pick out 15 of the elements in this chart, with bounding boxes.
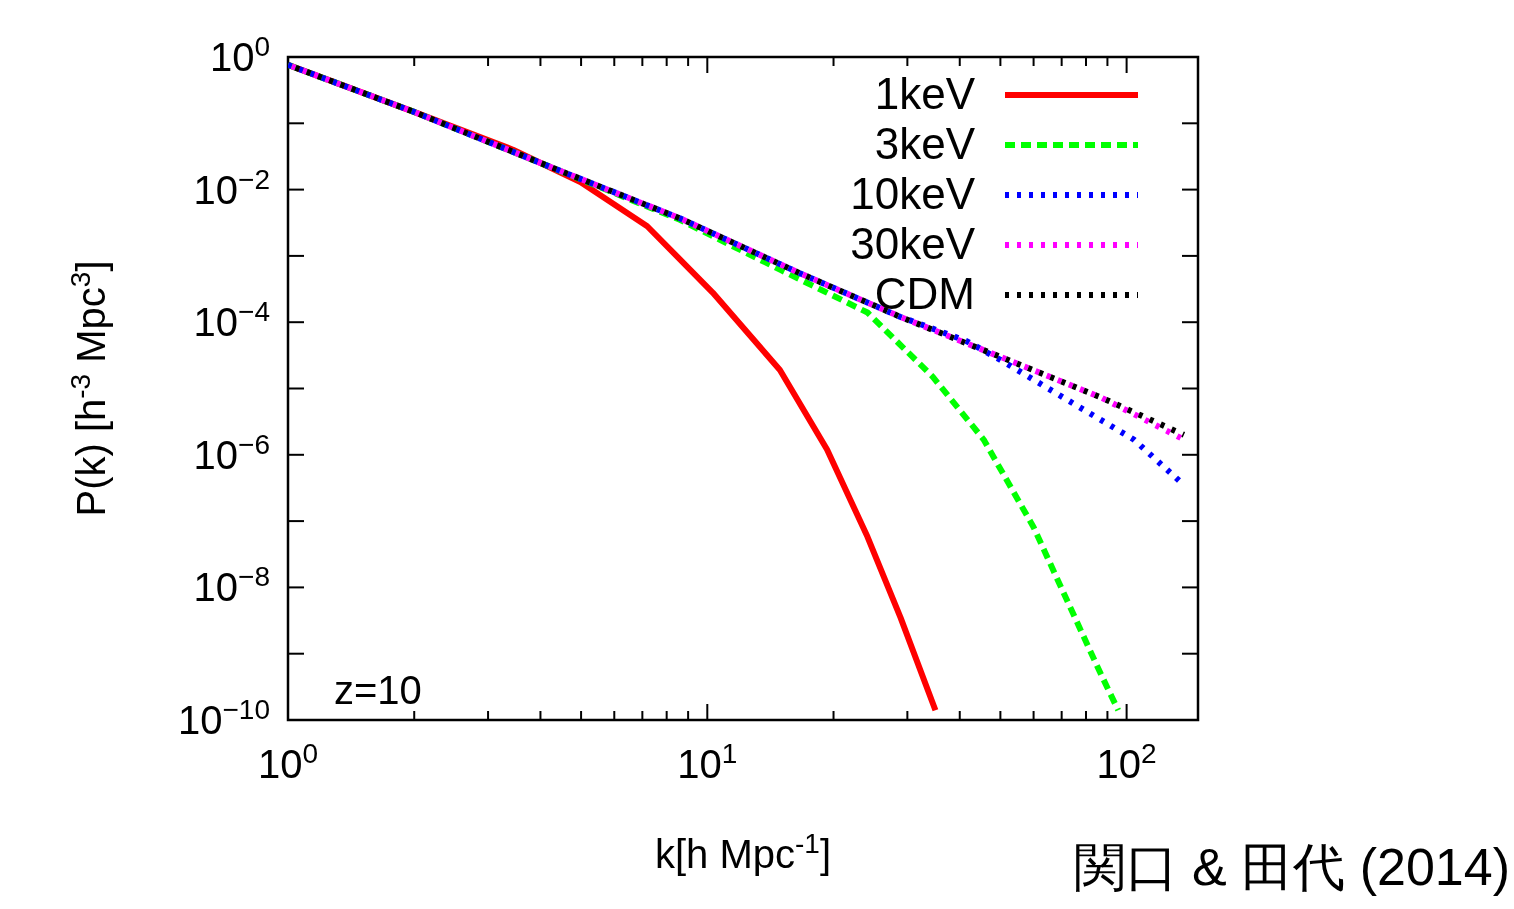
- y-tick-label: 10$^{−8}$: [193, 560, 270, 610]
- legend-label: CDM: [874, 269, 975, 318]
- y-tick-label: 10$^{−2}$: [193, 163, 270, 212]
- x-axis-title: k[h Mpc$^{-1}$]: [654, 827, 832, 876]
- y-tick-label: 10$^{−6}$: [193, 428, 270, 477]
- x-tick-label: 10$^{2}$: [1096, 737, 1157, 786]
- text: 関口 & 田代 (2014): [1073, 838, 1510, 896]
- legend-label: 10keV: [850, 169, 976, 218]
- legend-label: 1keV: [874, 69, 976, 118]
- y-tick-label: 10$^{−4}$: [193, 295, 270, 345]
- y-tick-label: 10$^{0}$: [209, 30, 270, 79]
- legend-label: 3keV: [874, 119, 976, 168]
- legend-label: 30keV: [850, 219, 976, 268]
- x-tick-label: 10$^{1}$: [677, 737, 738, 786]
- annotation: z=10: [334, 668, 422, 712]
